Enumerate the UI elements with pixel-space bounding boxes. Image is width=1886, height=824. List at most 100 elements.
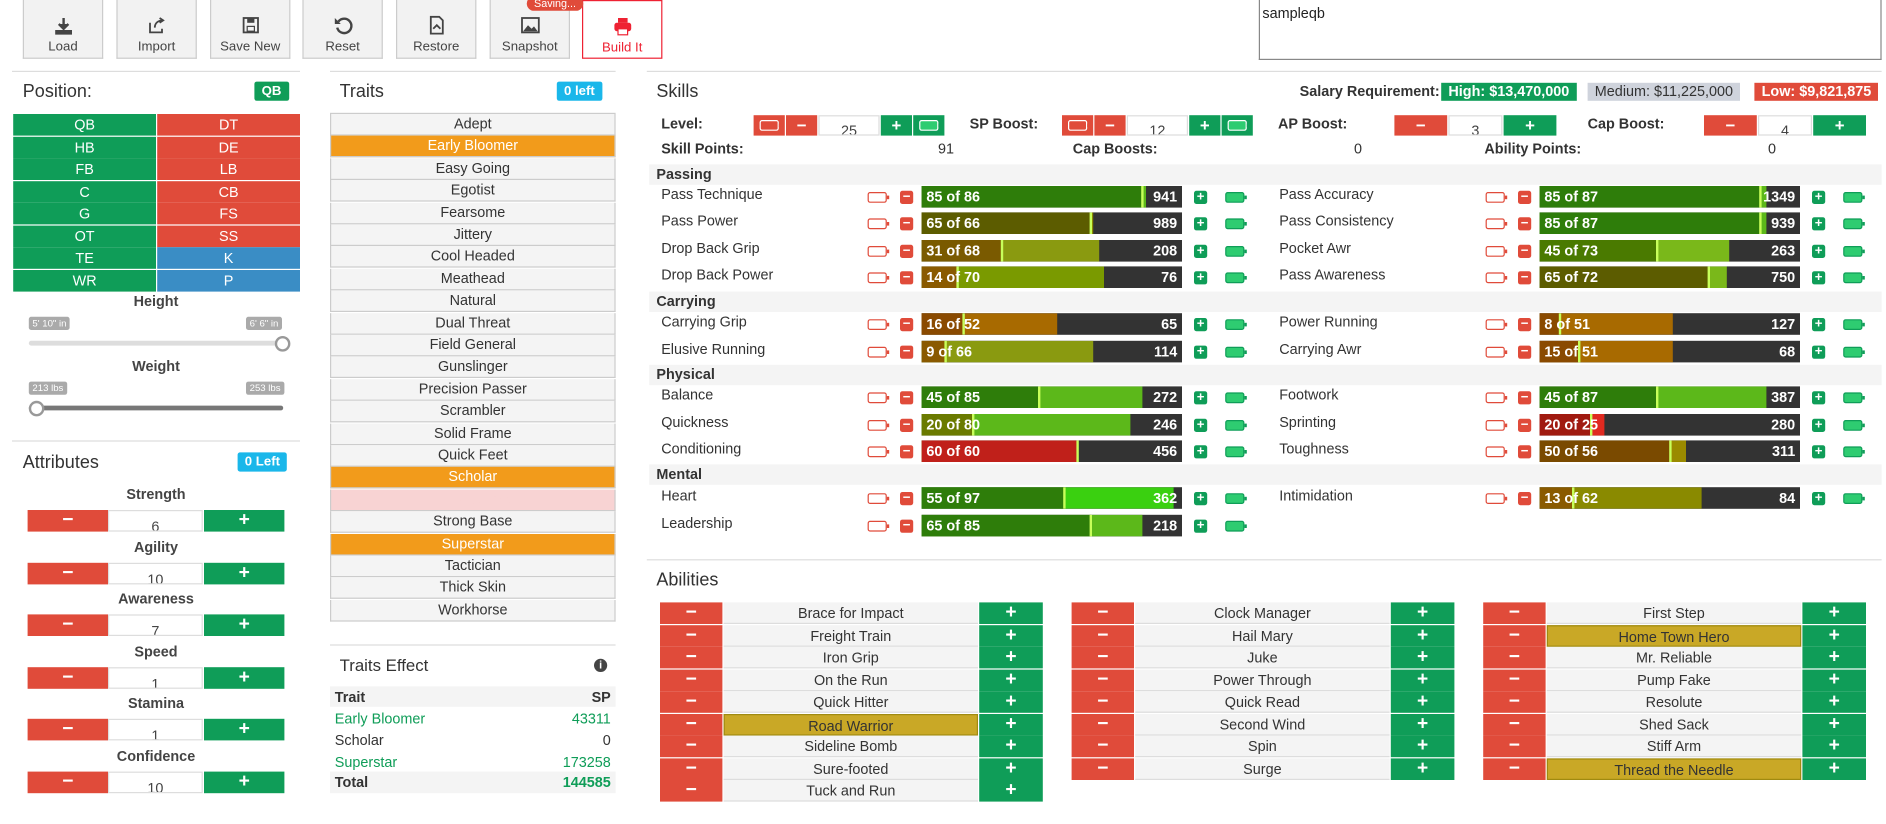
increase-pocket-awr-button[interactable]: + — [1812, 244, 1826, 258]
increase-quickness-button[interactable]: + — [1194, 418, 1208, 433]
add-shed-sack-button[interactable]: + — [1802, 713, 1867, 735]
max-pass-accuracy-battery-icon[interactable] — [1843, 192, 1865, 203]
trait-tactician[interactable]: Tactician — [330, 555, 616, 578]
add-surge-button[interactable]: + — [1390, 757, 1455, 780]
decrease-balance-button[interactable]: − — [900, 391, 914, 405]
ability-name-quick-hitter[interactable]: Quick Hitter — [723, 691, 979, 713]
trait-adept[interactable]: Adept — [330, 114, 616, 136]
decrease-footwork-button[interactable]: − — [1518, 391, 1532, 405]
ability-name-juke[interactable]: Juke — [1135, 646, 1390, 669]
attribute-value-speed[interactable]: 1 — [108, 666, 203, 689]
ability-name-power-through[interactable]: Power Through — [1135, 669, 1390, 691]
attribute-value-agility[interactable]: 10 — [108, 562, 203, 584]
increase-heart-button[interactable]: + — [1194, 491, 1208, 506]
add-resolute-button[interactable]: + — [1802, 691, 1867, 713]
position-fs[interactable]: FS — [157, 202, 300, 225]
decrease-elusive-running-button[interactable]: − — [900, 345, 914, 359]
ability-name-surge[interactable]: Surge — [1135, 757, 1390, 780]
increase-leadership-button[interactable]: + — [1194, 519, 1208, 533]
attribute-value-confidence[interactable]: 10 — [108, 771, 203, 793]
ability-name-hail-mary[interactable]: Hail Mary — [1135, 624, 1390, 647]
min-elusive-running-battery-icon[interactable] — [867, 346, 890, 358]
max-drop-back-grip-battery-icon[interactable] — [1225, 246, 1247, 257]
min-toughness-battery-icon[interactable] — [1485, 446, 1508, 458]
decrease-drop-back-grip-button[interactable]: − — [900, 244, 914, 258]
attribute-value-strength[interactable]: 6 — [108, 510, 203, 532]
increase-pass-technique-button[interactable]: + — [1194, 190, 1208, 205]
decrease-leadership-button[interactable]: − — [900, 519, 914, 533]
min-pass-power-battery-icon[interactable] — [867, 218, 890, 230]
min-heart-battery-icon[interactable] — [867, 493, 890, 505]
attribute-value-stamina[interactable]: 1 — [108, 718, 203, 741]
ability-name-sideline-bomb[interactable]: Sideline Bomb — [723, 735, 979, 758]
max-balance-battery-icon[interactable] — [1225, 392, 1247, 404]
decrease-drop-back-power-button[interactable]: − — [900, 271, 914, 285]
add-on-the-run-button[interactable]: + — [979, 669, 1043, 691]
remove-mr-reliable-button[interactable]: − — [1483, 646, 1546, 669]
add-iron-grip-button[interactable]: + — [979, 646, 1043, 669]
ability-name-freight-train[interactable]: Freight Train — [723, 624, 979, 647]
increase-speed-button[interactable]: + — [204, 666, 285, 689]
add-road-warrior-button[interactable]: + — [979, 713, 1043, 735]
add-quick-read-button[interactable]: + — [1390, 691, 1455, 713]
remove-shed-sack-button[interactable]: − — [1483, 713, 1546, 735]
player-name-input[interactable]: sampleqb — [1258, 0, 1882, 61]
increase-power-running-button[interactable]: + — [1812, 317, 1826, 332]
max-sprinting-battery-icon[interactable] — [1843, 420, 1865, 431]
increase-conditioning-button[interactable]: + — [1194, 445, 1208, 459]
trait-gunslinger[interactable]: Gunslinger — [330, 356, 616, 379]
remove-quick-hitter-button[interactable]: − — [660, 691, 723, 713]
decrease-pass-awareness-button[interactable]: − — [1518, 271, 1532, 285]
ap-boost-decrease-button[interactable]: − — [1394, 115, 1448, 136]
ability-name-iron-grip[interactable]: Iron Grip — [723, 646, 979, 669]
decrease-intimidation-button[interactable]: − — [1518, 491, 1532, 506]
decrease-heart-button[interactable]: − — [900, 491, 914, 506]
position-ot[interactable]: OT — [13, 225, 157, 247]
cap-boost-increase-button[interactable]: + — [1813, 115, 1867, 136]
level-value[interactable]: 25 — [818, 115, 880, 136]
decrease-speed-button[interactable]: − — [27, 666, 109, 689]
add-first-step-button[interactable]: + — [1802, 602, 1867, 624]
remove-hail-mary-button[interactable]: − — [1071, 624, 1134, 647]
min-pass-consistency-battery-icon[interactable] — [1485, 218, 1508, 230]
max-conditioning-battery-icon[interactable] — [1225, 446, 1247, 458]
remove-first-step-button[interactable]: − — [1483, 602, 1546, 624]
cap-boost-value[interactable]: 4 — [1758, 115, 1813, 136]
trait-superstar[interactable]: Superstar — [330, 533, 616, 556]
decrease-agility-button[interactable]: − — [27, 562, 109, 584]
max-pass-consistency-battery-icon[interactable] — [1843, 218, 1865, 230]
add-stiff-arm-button[interactable]: + — [1802, 735, 1867, 758]
info-icon[interactable]: i — [594, 658, 608, 672]
trait-dual-threat[interactable]: Dual Threat — [330, 312, 616, 335]
decrease-pocket-awr-button[interactable]: − — [1518, 244, 1532, 258]
max-carrying-awr-battery-icon[interactable] — [1843, 346, 1865, 358]
add-freight-train-button[interactable]: + — [979, 624, 1043, 647]
ability-name-mr-reliable[interactable]: Mr. Reliable — [1546, 646, 1802, 669]
min-sprinting-battery-icon[interactable] — [1485, 420, 1508, 431]
ability-name-shed-sack[interactable]: Shed Sack — [1546, 713, 1802, 735]
increase-awareness-button[interactable]: + — [204, 614, 285, 636]
decrease-awareness-button[interactable]: − — [27, 614, 109, 636]
remove-sideline-bomb-button[interactable]: − — [660, 735, 723, 758]
trait-meathead[interactable]: Meathead — [330, 268, 616, 291]
position-cb[interactable]: CB — [157, 180, 300, 203]
remove-clock-manager-button[interactable]: − — [1071, 602, 1134, 624]
max-pass-power-battery-icon[interactable] — [1225, 218, 1247, 230]
min-pocket-awr-battery-icon[interactable] — [1485, 246, 1508, 257]
add-second-wind-button[interactable]: + — [1390, 713, 1455, 735]
sp-boost-increase-button[interactable]: + — [1189, 115, 1221, 136]
decrease-power-running-button[interactable]: − — [1518, 317, 1532, 332]
level-increase-button[interactable]: + — [880, 115, 913, 136]
increase-stamina-button[interactable]: + — [204, 718, 285, 741]
increase-confidence-button[interactable]: + — [204, 771, 285, 793]
position-hb[interactable]: HB — [13, 136, 157, 158]
remove-second-wind-button[interactable]: − — [1071, 713, 1134, 735]
add-pump-fake-button[interactable]: + — [1802, 669, 1867, 691]
remove-surge-button[interactable]: − — [1071, 757, 1134, 780]
remove-pump-fake-button[interactable]: − — [1483, 669, 1546, 691]
remove-quick-read-button[interactable]: − — [1071, 691, 1134, 713]
remove-tuck-and-run-button[interactable]: − — [660, 780, 723, 802]
add-tuck-and-run-button[interactable]: + — [979, 780, 1043, 802]
trait-precision-passer[interactable]: Precision Passer — [330, 378, 616, 401]
min-quickness-battery-icon[interactable] — [867, 420, 890, 431]
